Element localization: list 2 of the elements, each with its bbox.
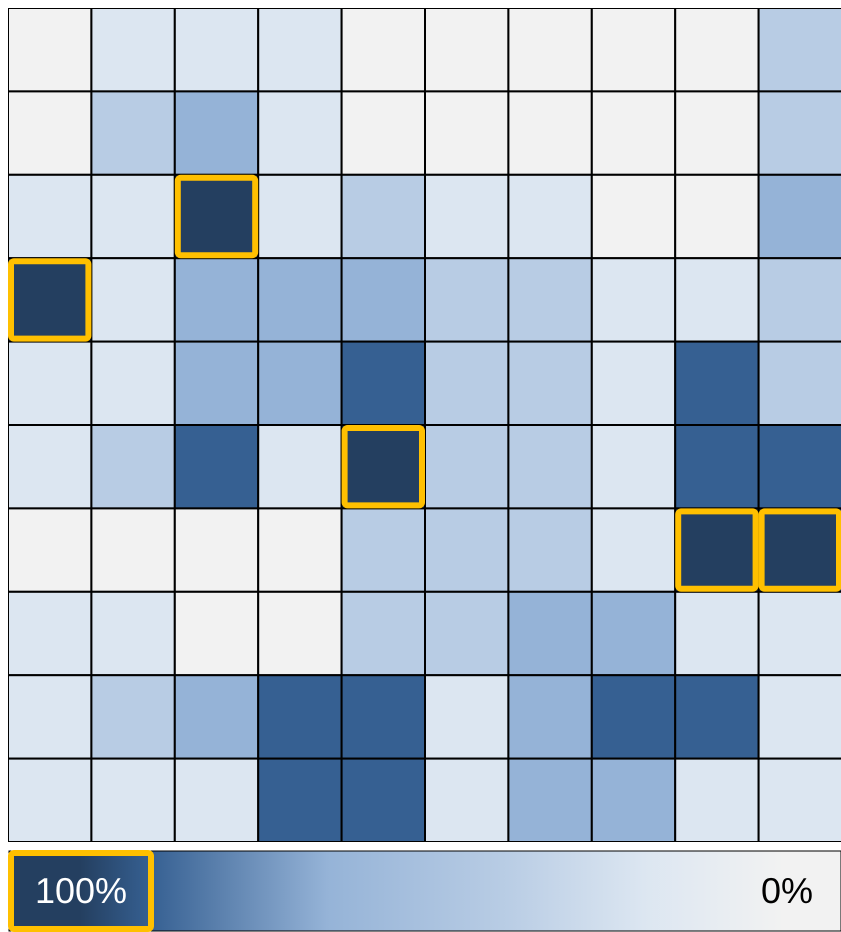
color-bar-label: 100% (34, 870, 128, 911)
color-bar-label: 0% (760, 870, 814, 911)
